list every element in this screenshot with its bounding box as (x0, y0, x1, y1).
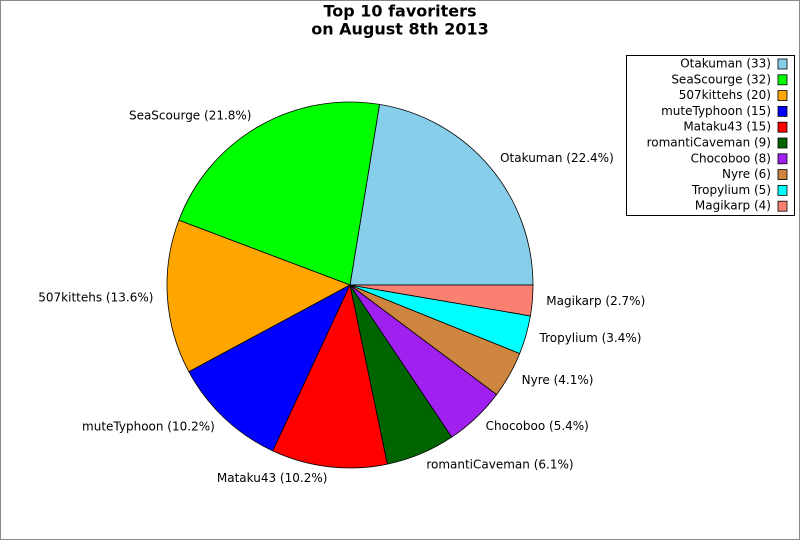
slice-label: Otakuman (22.4%) (500, 151, 614, 165)
slice-label: Mataku43 (10.2%) (217, 471, 328, 485)
slice-label: Chocoboo (5.4%) (486, 419, 589, 433)
legend-label: Chocoboo (8) (691, 151, 771, 165)
legend-swatch (777, 184, 788, 196)
slice-label: 507kittehs (13.6%) (38, 290, 153, 304)
slice-label: Magikarp (2.7%) (546, 294, 645, 308)
legend-swatch (777, 58, 788, 70)
legend-label: Magikarp (4) (695, 199, 771, 213)
legend-label: muteTyphoon (15) (661, 104, 771, 118)
legend-label: SeaScourge (32) (671, 72, 771, 86)
chart-title: on August 8th 2013 (311, 20, 489, 39)
legend-box (626, 55, 795, 216)
pie-slice (166, 219, 351, 373)
slice-label: romantiCaveman (6.1%) (426, 457, 573, 471)
pie-slice (188, 284, 351, 452)
legend-label: Mataku43 (15) (683, 120, 771, 134)
legend-label: Tropylium (5) (691, 183, 771, 197)
slice-label: muteTyphoon (10.2%) (82, 419, 215, 433)
legend-label: 507kittehs (20) (679, 88, 771, 102)
legend-label: Nyre (6) (722, 167, 771, 181)
legend-swatch (777, 74, 788, 86)
pie-slice (272, 283, 388, 469)
legend-swatch (777, 169, 788, 181)
legend-swatch (777, 121, 788, 133)
pie-slice (178, 101, 380, 286)
legend-label: romantiCaveman (9) (647, 136, 771, 150)
legend-swatch (777, 90, 788, 101)
slice-label: Tropylium (3.4%) (539, 331, 642, 345)
pie-slice (349, 103, 534, 286)
legend-swatch (777, 200, 788, 212)
slice-label: SeaScourge (21.8%) (129, 109, 252, 123)
legend-label: Otakuman (33) (680, 57, 771, 71)
legend-swatch (777, 153, 788, 165)
pie-slice (349, 284, 534, 317)
legend-swatch (777, 106, 788, 117)
legend-swatch (777, 137, 788, 149)
chart-title: Top 10 favoriters (323, 2, 476, 21)
slice-label: Nyre (4.1%) (522, 373, 594, 387)
